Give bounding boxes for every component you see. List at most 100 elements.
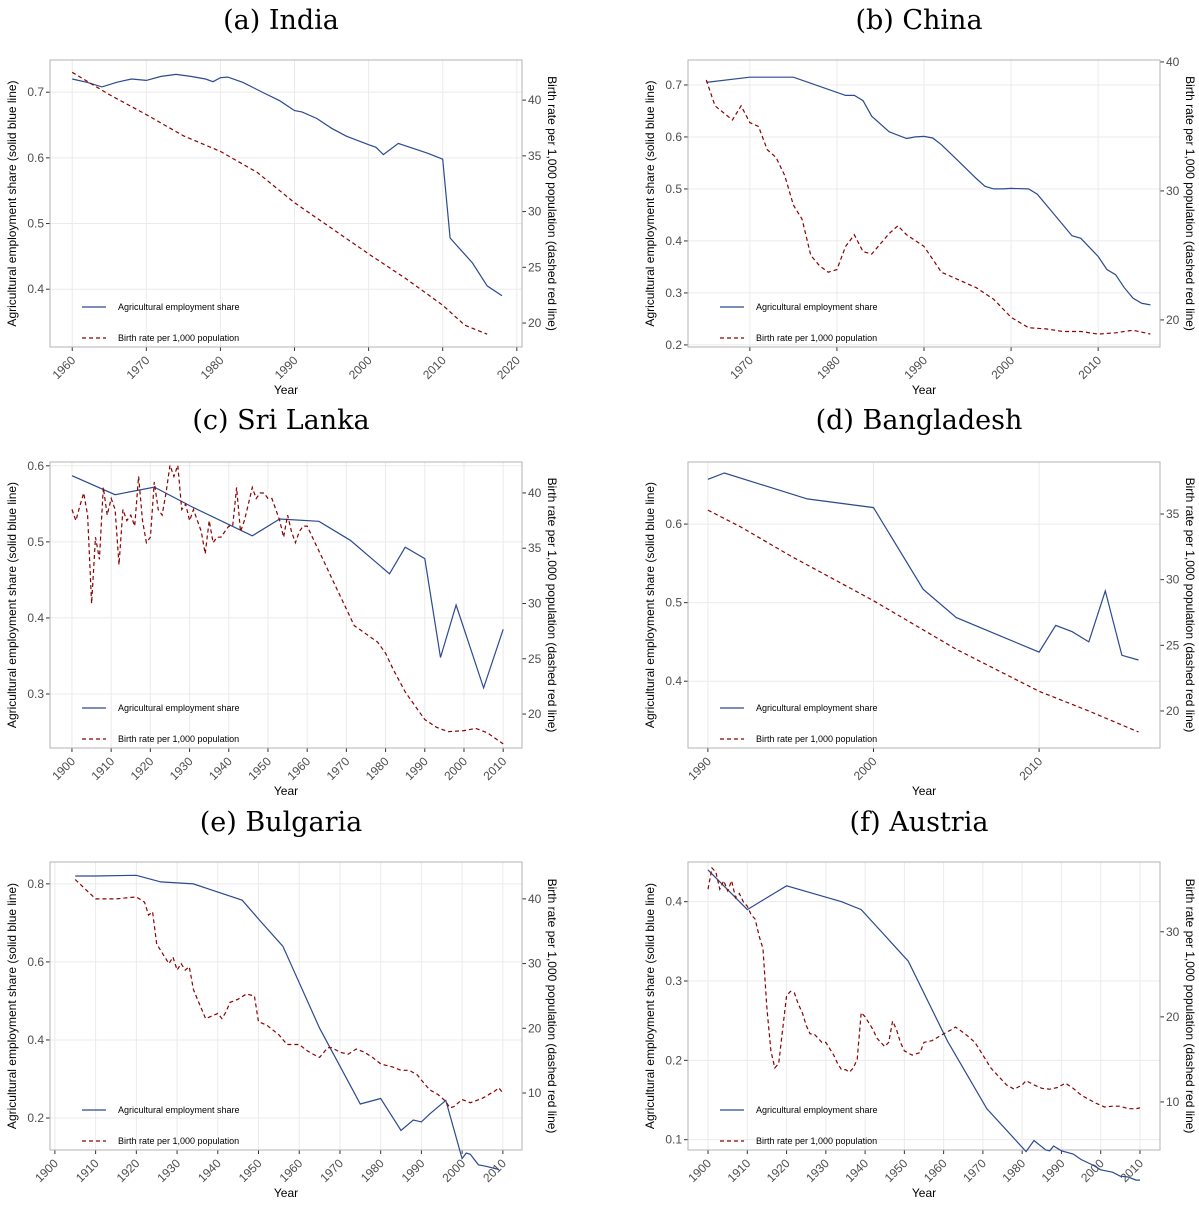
y2-tick-label: 35 [528,541,542,555]
x-tick-label: 1910 [88,754,117,783]
y-tick-label: 0.2 [27,1111,44,1125]
y2-tick-label: 25 [528,260,542,274]
y-tick-label: 0.3 [27,687,44,701]
y-axis-title: Agricultural employment share (solid blu… [5,80,19,326]
y2-tick-label: 30 [528,957,542,971]
y2-tick-label: 20 [528,707,542,721]
y2-tick-label: 30 [1166,925,1180,939]
data-line [706,76,1151,306]
data-line [707,509,1139,733]
legend-label: Birth rate per 1,000 population [756,333,877,343]
legend-label: Birth rate per 1,000 population [756,1136,877,1146]
x-tick-label: 2000 [441,754,470,783]
y-tick-label: 0.4 [665,234,682,248]
data-line [707,472,1139,661]
x-tick-label: 1990 [272,353,301,382]
y-tick-label: 0.5 [665,596,682,610]
x-tick-label: 2010 [481,754,510,783]
x-tick-label: 1970 [317,1156,346,1185]
y-tick-label: 0.6 [665,517,682,531]
y2-tick-label: 30 [1166,184,1180,198]
plot-border [687,59,1161,348]
y-axis-title: Agricultural employment share (solid blu… [643,482,657,728]
y2-tick-label: 40 [528,486,542,500]
x-tick-label: 1900 [685,1156,714,1185]
chart-title: (e) Bulgaria [200,807,363,838]
legend-label: Agricultural employment share [118,1105,240,1115]
x-axis-title: Year [912,383,936,397]
legend-label: Birth rate per 1,000 population [756,734,877,744]
x-tick-label: 1950 [245,754,274,783]
x-tick-label: 2000 [346,353,375,382]
y2-axis-title: Birth rate per 1,000 population (dashed … [1183,76,1197,331]
x-tick-label: 1960 [285,754,314,783]
x-tick-label: 1980 [358,1156,387,1185]
data-line [707,869,1140,1181]
y-tick-label: 0.4 [27,1033,44,1047]
x-tick-label: 1980 [363,754,392,783]
y2-axis-title: Birth rate per 1,000 population (dashed … [545,478,559,733]
legend-label: Birth rate per 1,000 population [118,734,239,744]
panel: (d) Bangladesh 1990 2000 2010 0.4 0.5 0.6 20 25 3… [643,405,1197,798]
chart-title: (a) India [223,5,339,36]
panel: (c) Sri Lanka 1900 1910 1920 1930 1940 1950 196… [5,405,559,798]
x-axis-title: Year [274,1186,298,1200]
y2-tick-label: 20 [528,316,542,330]
y-tick-label: 0.4 [27,611,44,625]
y2-tick-label: 10 [528,1086,542,1100]
x-tick-label: 2020 [494,353,523,382]
x-axis-title: Year [912,784,936,798]
y2-axis-title: Birth rate per 1,000 population (dashed … [545,879,559,1134]
legend-label: Agricultural employment share [118,302,240,312]
x-tick-label: 1900 [49,754,78,783]
y2-tick-label: 20 [1166,313,1180,327]
y2-axis-title: Birth rate per 1,000 population (dashed … [545,76,559,331]
legend-label: Birth rate per 1,000 population [118,333,239,343]
y2-tick-label: 40 [528,892,542,906]
chart-title: (d) Bangladesh [816,405,1023,436]
x-tick-label: 1900 [32,1156,61,1185]
x-axis-title: Year [912,1186,936,1200]
x-tick-label: 1930 [154,1156,183,1185]
y2-tick-label: 25 [1166,638,1180,652]
x-tick-label: 1940 [842,1156,871,1185]
x-tick-label: 1990 [901,353,930,382]
data-line [74,879,504,1109]
y2-tick-label: 35 [528,149,542,163]
y2-tick-label: 35 [1166,507,1180,521]
y2-tick-label: 30 [528,205,542,219]
plot-border [49,461,523,749]
y-tick-label: 0.2 [665,1053,682,1067]
x-tick-label: 1930 [803,1156,832,1185]
y-tick-label: 0.6 [27,459,44,473]
x-tick-label: 1970 [960,1156,989,1185]
legend-label: Birth rate per 1,000 population [118,1136,239,1146]
y2-tick-label: 40 [528,93,542,107]
x-tick-label: 1960 [277,1156,306,1185]
legend-label: Agricultural employment share [756,302,878,312]
plot-border [49,861,523,1151]
y-tick-label: 0.7 [27,85,44,99]
x-tick-label: 1970 [727,353,756,382]
y2-tick-label: 30 [528,597,542,611]
y-tick-label: 0.5 [27,217,44,231]
y-tick-label: 0.5 [27,535,44,549]
x-tick-label: 1990 [685,754,714,783]
x-tick-label: 1970 [124,353,153,382]
y-tick-label: 0.6 [665,130,682,144]
y-tick-label: 0.5 [665,182,682,196]
data-line [71,71,488,335]
y-tick-label: 0.4 [665,674,682,688]
chart-title: (b) China [855,5,982,36]
y2-axis-title: Birth rate per 1,000 population (dashed … [1183,879,1197,1134]
x-tick-label: 2000 [988,353,1017,382]
plot-border [687,461,1161,749]
x-tick-label: 1990 [402,754,431,783]
x-axis-title: Year [274,784,298,798]
x-tick-label: 1950 [882,1156,911,1185]
data-line [705,79,1151,335]
x-tick-label: 2000 [851,754,880,783]
panel: (a) India 1960 1970 1980 1990 2000 2010 2020 0.4… [5,5,559,397]
